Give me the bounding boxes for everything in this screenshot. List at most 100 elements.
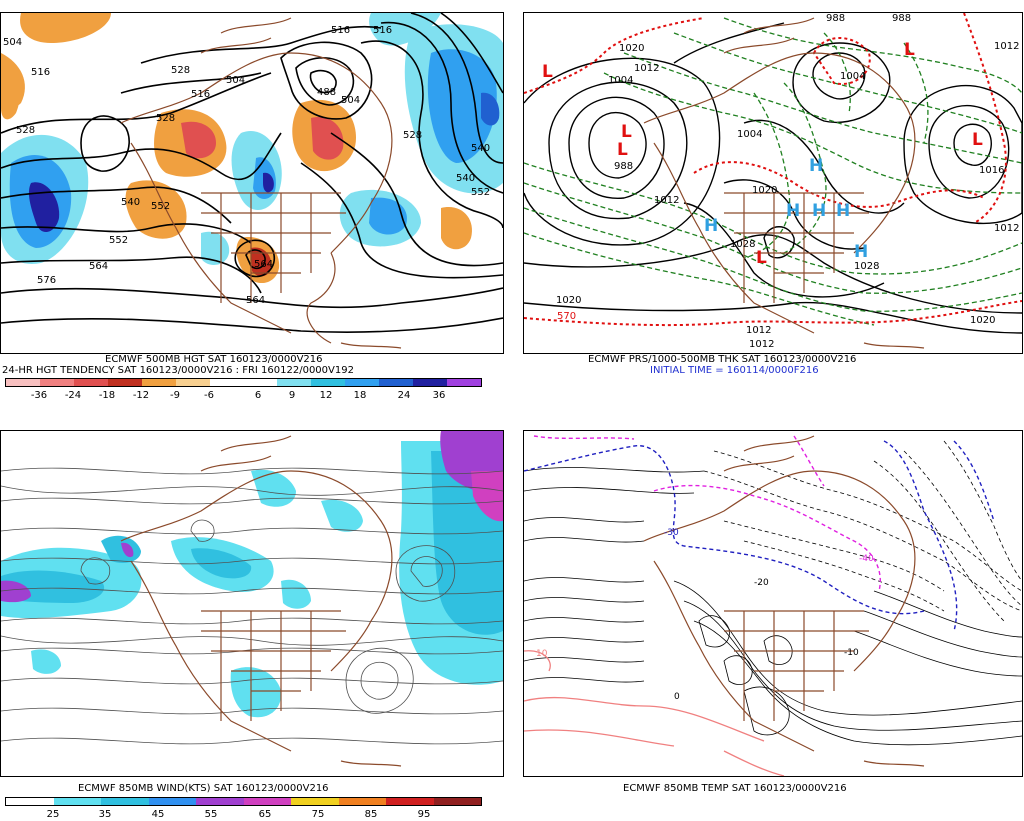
contour-label: -40 (859, 554, 874, 564)
contour-label: 1004 (737, 129, 762, 140)
colorbar-label: -9 (170, 390, 180, 401)
contour-label: -30 (664, 528, 679, 538)
colorbar-swatch (413, 379, 447, 386)
contour-label: 1020 (619, 43, 644, 54)
colorbar-label: 18 (353, 390, 367, 401)
colorbar-swatch (209, 379, 244, 386)
caption-line: 24-HR HGT TENDENCY SAT 160123/0000V216 :… (2, 365, 354, 376)
colorbar-swatch (338, 798, 386, 805)
temp-contour-colder-magenta (533, 435, 881, 592)
contour-label: 1028 (854, 261, 879, 272)
contour-label: 10 (536, 649, 548, 659)
colorbar-label: -6 (204, 390, 214, 401)
contour-label: 1004 (840, 71, 865, 82)
low-center-marker: L (542, 62, 553, 82)
colorbar-swatch (243, 379, 278, 386)
colorbar-swatch (6, 798, 54, 805)
high-center-marker: H (854, 242, 868, 262)
streamlines (1, 467, 503, 745)
map-mslp-thickness-svg: 1020 1004 1012 988 1012 1004 1020 1020 1… (524, 13, 1022, 350)
high-center-marker: H (812, 201, 826, 221)
colorbar-swatch (73, 379, 108, 386)
high-center-marker: H (704, 216, 718, 236)
temp-contours-black (524, 467, 1022, 746)
map-850mb-wind-svg (1, 431, 503, 767)
colorbar-swatch (446, 379, 481, 386)
contour-label: 528 (16, 125, 35, 136)
map-850mb-wind (0, 430, 504, 777)
map-850mb-temp: -40 -30 -20 -10 0 10 (523, 430, 1023, 777)
colorbar-label: 95 (417, 809, 431, 820)
colorbar-label: -18 (98, 390, 116, 401)
temp-contours-cold-dashed (703, 440, 1022, 622)
map-500mb-height-svg: 504 516 528 540 552 564 576 516 516 504 … (1, 13, 503, 349)
contour-label: 528 (403, 130, 422, 141)
low-center-marker: L (972, 130, 983, 150)
colorbar-swatch (148, 798, 196, 805)
temp-contour-cold-blue (524, 440, 995, 632)
colorbar-swatch (345, 379, 380, 386)
high-center-marker: H (809, 156, 823, 176)
colorbar-label: 35 (98, 809, 112, 820)
colorbar-swatch (277, 379, 312, 386)
contour-label: -10 (844, 648, 859, 658)
colorbar-swatch (6, 379, 40, 386)
tendency-shading (1, 13, 503, 284)
contour-label: 988 (826, 13, 845, 24)
contour-label: 1012 (994, 41, 1019, 52)
wind-colorbar-labels: 25 35 45 55 65 75 85 95 (5, 809, 480, 821)
height-contours (1, 13, 503, 333)
high-center-marker: H (836, 201, 850, 221)
height-contour-labels: 504 516 528 540 552 564 576 516 516 504 … (3, 25, 490, 306)
contour-label: 540 (471, 143, 490, 154)
colorbar-swatch (53, 798, 101, 805)
colorbar-label: 65 (258, 809, 272, 820)
colorbar-swatch (196, 798, 244, 805)
contour-label: 528 (171, 65, 190, 76)
contour-label: 528 (156, 113, 175, 124)
contour-label: 552 (471, 187, 490, 198)
contour-label: 564 (89, 261, 108, 272)
wind-colorbar (5, 797, 482, 806)
contour-label: 1004 (608, 75, 633, 86)
contour-label: 988 (614, 161, 633, 172)
temp-contour-labels: -40 -30 -20 -10 0 10 (536, 528, 874, 702)
map-mslp-thickness: 1020 1004 1012 988 1012 1004 1020 1020 1… (523, 12, 1023, 354)
colorbar-swatch (107, 379, 142, 386)
colorbar-label: 85 (364, 809, 378, 820)
colorbar-label: -12 (132, 390, 150, 401)
colorbar-label: 45 (151, 809, 165, 820)
panel-850mb-temp: -40 -30 -20 -10 0 10 ECMWF 850MB TEMP SA… (520, 420, 1024, 819)
contour-label: 1012 (654, 195, 679, 206)
contour-label: -20 (754, 578, 769, 588)
colorbar-swatch (175, 379, 210, 386)
map-500mb-height: 504 516 528 540 552 564 576 516 516 504 … (0, 12, 504, 354)
contour-label: 1012 (994, 223, 1019, 234)
coastlines (643, 435, 925, 767)
colorbar-label: 6 (254, 390, 262, 401)
colorbar-label: 55 (204, 809, 218, 820)
caption-line: ECMWF 850MB TEMP SAT 160123/0000V216 (623, 783, 847, 794)
contour-label: 552 (109, 235, 128, 246)
panel-mslp-thickness: 1020 1004 1012 988 1012 1004 1020 1020 1… (520, 0, 1024, 410)
panel-850mb-wind: ECMWF 850MB WIND(KTS) SAT 160123/0000V21… (0, 420, 510, 821)
contour-label: 552 (151, 201, 170, 212)
colorbar-swatch (433, 798, 481, 805)
contour-label: 488 (317, 87, 336, 98)
coastlines (120, 435, 402, 767)
contour-label: 516 (331, 25, 350, 36)
contour-label: 564 (246, 295, 265, 306)
low-center-marker: L (756, 248, 767, 268)
contour-label: 1012 (749, 339, 774, 350)
contour-label: 504 (226, 75, 245, 86)
contour-label: 540 (121, 197, 140, 208)
colorbar-label: -36 (30, 390, 48, 401)
temp-contour-warm (524, 650, 785, 776)
contour-label: 540 (456, 173, 475, 184)
caption-line: INITIAL TIME = 160114/0000F216 (650, 365, 819, 376)
contour-label: 516 (191, 89, 210, 100)
colorbar-label: 24 (397, 390, 411, 401)
caption-line: ECMWF PRS/1000-500MB THK SAT 160123/0000… (588, 354, 857, 365)
panel-500mb-height: 504 516 528 540 552 564 576 516 516 504 … (0, 0, 510, 410)
low-center-marker: L (617, 140, 628, 160)
